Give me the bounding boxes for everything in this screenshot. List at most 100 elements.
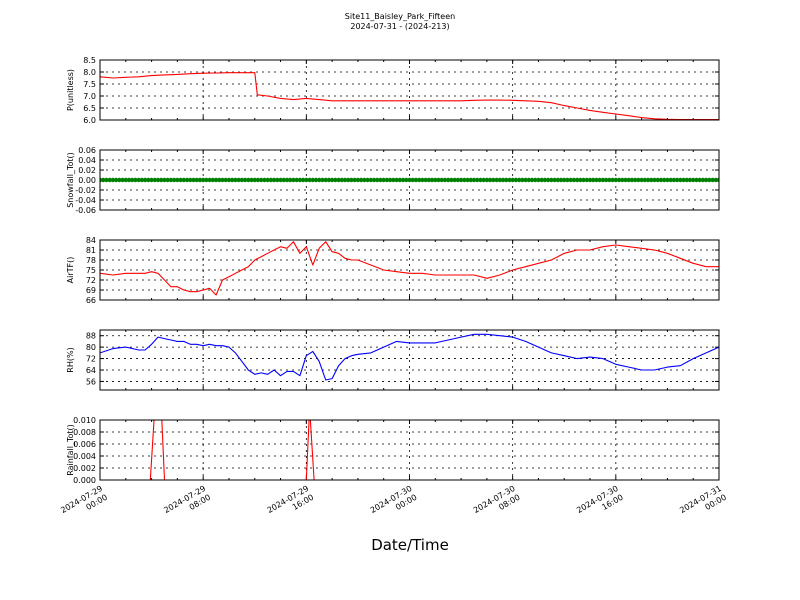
y-tick-label: 8.5 [83, 56, 96, 65]
data-point [536, 177, 541, 183]
y-tick-label: -0.02 [75, 186, 96, 195]
data-point [661, 177, 667, 183]
data-point [275, 177, 280, 183]
data-point [594, 177, 599, 183]
data-point [246, 177, 251, 183]
data-point [130, 177, 135, 183]
y-tick-label: 0.002 [73, 464, 96, 473]
data-point [384, 177, 390, 183]
x-tick-label: 2024-07-3100:00 [678, 484, 728, 524]
data-point [342, 177, 348, 183]
data-point [281, 177, 286, 183]
data-point [513, 177, 519, 183]
data-point [562, 177, 567, 183]
data-point [233, 177, 238, 183]
y-tick-label: 75 [86, 266, 96, 275]
data-point [549, 177, 554, 183]
data-point [574, 177, 580, 183]
data-point [188, 177, 193, 183]
x-axis-label: Date/Time [371, 536, 449, 554]
data-point [697, 177, 702, 183]
data-point [516, 177, 522, 183]
data-point [558, 177, 564, 183]
data-point [229, 177, 235, 183]
data-point [465, 177, 470, 183]
data-point [491, 177, 496, 183]
data-point [665, 177, 670, 183]
data-point [471, 177, 477, 183]
data-point [597, 177, 602, 183]
data-point [168, 177, 174, 183]
data-point [336, 177, 341, 183]
data-point [181, 177, 187, 183]
subplot-4: 56 64 72 80 88 RH(%) [66, 329, 720, 391]
data-point [104, 177, 109, 183]
data-point [349, 177, 354, 183]
x-tick-label: 2024-07-3016:00 [575, 484, 625, 524]
data-point [552, 177, 557, 183]
data-point [120, 177, 125, 183]
data-point [333, 177, 338, 183]
data-point [300, 177, 306, 183]
data-point [710, 177, 715, 183]
data-point [642, 177, 648, 183]
data-point [194, 177, 199, 183]
subplots: 6.0 6.5 7.0 7.5 8.0 8.5 P(unitless) -0.06-0.04-… [66, 56, 720, 485]
y-axis-label: Snowfall_Tot() [66, 152, 75, 208]
y-tick-label: 66 [86, 296, 96, 305]
data-point [178, 177, 183, 183]
data-point [146, 177, 151, 183]
subplot-5: 0.000 0.002 0.004 0.006 0.008 0.010Rainfall_T… [66, 416, 720, 485]
data-point [484, 177, 490, 183]
data-point [478, 177, 483, 183]
data-point [191, 177, 196, 183]
data-point [297, 177, 303, 183]
data-point [603, 177, 609, 183]
y-tick-label: 72 [86, 276, 96, 285]
data-point [545, 177, 551, 183]
data-point [468, 177, 473, 183]
data-point [110, 177, 116, 183]
data-point [310, 177, 315, 183]
data-point [317, 177, 322, 183]
data-point [452, 177, 457, 183]
series-line [100, 420, 719, 480]
data-point [258, 177, 264, 183]
y-tick-label: -0.06 [75, 206, 96, 215]
data-point [400, 177, 406, 183]
data-point [636, 177, 641, 183]
data-point [323, 177, 328, 183]
data-point [171, 177, 177, 183]
data-point [555, 177, 561, 183]
x-tick-label: 2024-07-2916:00 [266, 484, 316, 524]
data-point [368, 177, 374, 183]
data-point [687, 177, 693, 183]
data-point [420, 177, 425, 183]
y-tick-label: 84 [86, 236, 96, 245]
data-point [123, 177, 128, 183]
plot-frame [99, 419, 720, 481]
data-point [278, 177, 283, 183]
data-point [162, 177, 167, 183]
data-point [429, 177, 435, 183]
figure-title-line2: 2024-07-31 - (2024-213) [350, 22, 449, 31]
data-point [481, 177, 486, 183]
data-point [678, 177, 683, 183]
data-point [520, 177, 525, 183]
data-point [175, 177, 180, 183]
data-point [639, 177, 644, 183]
y-tick-label: 78 [86, 256, 96, 265]
data-point [681, 177, 686, 183]
data-point [455, 177, 461, 183]
data-point [529, 177, 535, 183]
plot-frame [99, 239, 720, 301]
data-point [236, 177, 241, 183]
data-point [413, 177, 419, 183]
data-point [645, 177, 651, 183]
data-point [204, 177, 209, 183]
data-point [442, 177, 448, 183]
data-point [565, 177, 570, 183]
data-point [375, 177, 380, 183]
data-point [197, 177, 203, 183]
